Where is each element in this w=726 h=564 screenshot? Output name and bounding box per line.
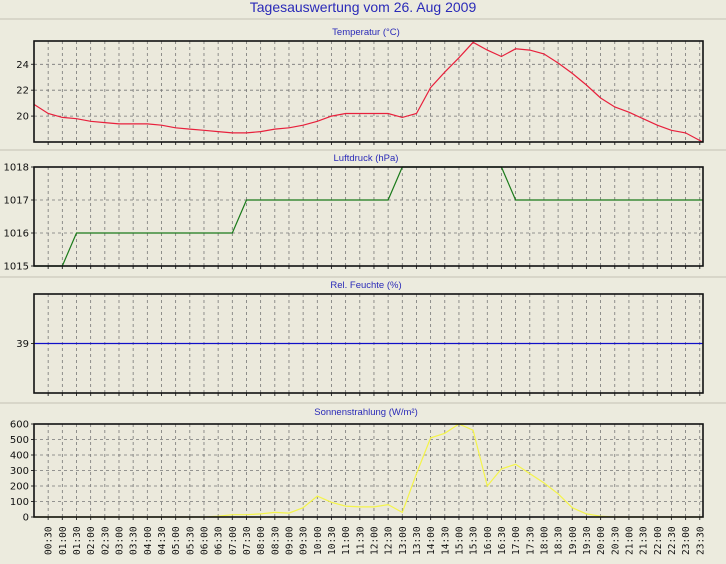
x-tick-label: 07:30: [242, 526, 253, 555]
page-title: Tagesauswertung vom 26. Aug 2009: [249, 0, 477, 15]
y-tick-label: 500: [10, 435, 29, 446]
y-tick-label: 200: [10, 482, 29, 493]
x-tick-label: 01:00: [58, 526, 69, 555]
chart-title: Temperatur (°C): [332, 27, 400, 38]
x-tick-label: 21:30: [639, 526, 650, 555]
y-tick-label: 1016: [4, 229, 29, 240]
x-tick-label: 08:00: [256, 526, 267, 555]
x-tick-label: 14:30: [440, 526, 451, 555]
x-tick-label: 16:30: [497, 526, 508, 555]
x-tick-label: 11:30: [355, 526, 366, 555]
temperature-chart: Temperatur (°C) 20 22 24: [16, 27, 704, 145]
plot-area: [34, 167, 703, 266]
x-tick-label: 22:00: [653, 526, 664, 555]
x-tick-label: 19:00: [568, 526, 579, 555]
x-tick-label: 15:00: [454, 526, 465, 555]
x-tick-label: 03:30: [129, 526, 140, 555]
x-tick-label: 22:30: [667, 526, 678, 555]
y-tick-label: 39: [16, 339, 29, 350]
x-tick-label: 12:00: [369, 526, 380, 555]
temperature-line: [33, 41, 703, 143]
pressure-chart: Luftdruck (hPa) 1015 1016 1017 1018: [4, 153, 704, 273]
x-tick-label: 23:30: [695, 526, 706, 555]
humidity-chart: Rel. Feuchte (%) 39: [16, 280, 704, 396]
chart-title: Luftdruck (hPa): [334, 153, 399, 164]
x-tick-label: 10:00: [313, 526, 324, 555]
x-tick-label: 04:30: [157, 526, 168, 555]
chart-title: Sonnenstrahlung (W/m²): [314, 407, 417, 418]
x-tick-label: 11:00: [341, 526, 352, 555]
x-tick-label: 13:00: [398, 526, 409, 555]
x-tick-label: 05:00: [171, 526, 182, 555]
y-tick-label: 1018: [4, 163, 29, 174]
x-tick-label: 12:30: [384, 526, 395, 555]
x-tick-label: 10:30: [327, 526, 338, 555]
x-tick-label: 20:00: [596, 526, 607, 555]
x-tick-label: 13:30: [412, 526, 423, 555]
y-tick-label: 100: [10, 497, 29, 508]
plot-border: [33, 293, 704, 394]
x-tick-label: 06:30: [214, 526, 225, 555]
x-tick-label: 16:00: [483, 526, 494, 555]
x-tick-label: 18:00: [539, 526, 550, 555]
x-tick-label: 00:30: [44, 526, 55, 555]
pressure-line: [34, 166, 703, 267]
y-tick-label: 0: [23, 513, 29, 524]
x-tick-label: 09:00: [284, 526, 295, 555]
x-tick-label: 18:30: [554, 526, 565, 555]
x-tick-label: 15:30: [469, 526, 480, 555]
y-tick-label: 24: [16, 60, 29, 71]
y-tick-label: 300: [10, 466, 29, 477]
x-tick-label: 17:30: [525, 526, 536, 555]
plot-area: [34, 41, 703, 142]
solar-radiation-chart: Sonnenstrahlung (W/m²) 0 100 200 300 400 500 60…: [10, 407, 704, 524]
x-tick-label: 06:00: [199, 526, 210, 555]
x-tick-label: 14:00: [426, 526, 437, 555]
x-tick-label: 01:30: [72, 526, 83, 555]
plot-border: [33, 423, 704, 518]
y-tick-label: 600: [10, 420, 29, 431]
x-tick-label: 09:30: [299, 526, 310, 555]
x-tick-label: 20:30: [610, 526, 621, 555]
plot-border: [33, 40, 704, 143]
y-tick-label: 1015: [4, 262, 29, 273]
y-tick-label: 400: [10, 451, 29, 462]
x-tick-label: 04:00: [143, 526, 154, 555]
x-tick-label: 17:00: [511, 526, 522, 555]
x-tick-label: 19:30: [582, 526, 593, 555]
chart-title: Rel. Feuchte (%): [330, 280, 401, 291]
y-tick-label: 1017: [4, 196, 29, 207]
solar-radiation-line: [34, 423, 703, 518]
x-tick-label: 02:00: [86, 526, 97, 555]
y-tick-label: 22: [16, 86, 29, 97]
y-tick-label: 20: [16, 112, 29, 123]
x-tick-label: 02:30: [100, 526, 111, 555]
x-tick-label: 07:00: [228, 526, 239, 555]
x-tick-label: 08:30: [270, 526, 281, 555]
x-tick-label: 23:00: [681, 526, 692, 555]
plot-area: [34, 424, 703, 517]
x-tick-label: 03:00: [114, 526, 125, 555]
x-tick-label: 05:30: [185, 526, 196, 555]
x-tick-label: 21:00: [624, 526, 635, 555]
plot-border: [33, 166, 704, 267]
